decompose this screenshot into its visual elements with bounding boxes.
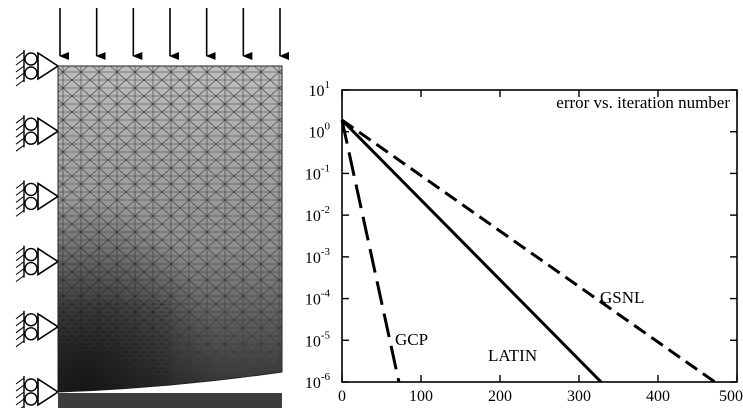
roller-support	[15, 180, 60, 217]
series-label-gsnl: GSNL	[600, 288, 644, 307]
series-label-latin: LATIN	[488, 346, 537, 365]
series-line-latin	[340, 119, 603, 384]
rigid-foundation	[58, 393, 282, 408]
y-axis-ticks: 101 100 10-1 10-2 10-3 10-4 10-5 10-6	[305, 79, 737, 392]
roller-support	[15, 310, 60, 348]
series-label-gcp: GCP	[395, 330, 428, 349]
roller-support	[15, 376, 60, 408]
series-line-gsnl	[341, 118, 716, 384]
x-tick-label: 0	[338, 388, 346, 405]
mesh-corner-shade	[58, 66, 282, 392]
roller-support	[15, 115, 60, 152]
series-line-gcp	[340, 119, 401, 383]
y-tick-label: 10-4	[305, 288, 331, 309]
y-tick-label: 100	[309, 121, 331, 142]
plot-frame	[341, 89, 738, 383]
mesh-diagram	[15, 8, 289, 408]
roller-support	[15, 245, 60, 283]
roller-support	[15, 50, 60, 87]
x-tick-label: 500	[719, 388, 743, 405]
load-arrows	[59, 8, 289, 60]
y-tick-label: 10-2	[305, 204, 330, 225]
chart-title: error vs. iteration number	[556, 93, 730, 112]
y-tick-label: 101	[309, 79, 331, 100]
x-axis-ticks: 0 100 200 300 400 500	[338, 90, 743, 405]
x-tick-label: 200	[488, 388, 512, 405]
x-tick-label: 300	[567, 388, 591, 405]
convergence-chart: 101 100 10-1 10-2 10-3 10-4 10-5 10-6 0 100 200 30…	[305, 79, 743, 405]
x-tick-label: 100	[409, 388, 433, 405]
y-tick-label: 10-5	[305, 329, 331, 350]
y-tick-label: 10-3	[305, 246, 331, 267]
series-lines	[340, 118, 716, 384]
y-tick-label: 10-1	[305, 162, 330, 183]
y-tick-label: 10-6	[305, 371, 331, 392]
roller-supports	[15, 50, 60, 408]
x-tick-label: 400	[646, 388, 670, 405]
